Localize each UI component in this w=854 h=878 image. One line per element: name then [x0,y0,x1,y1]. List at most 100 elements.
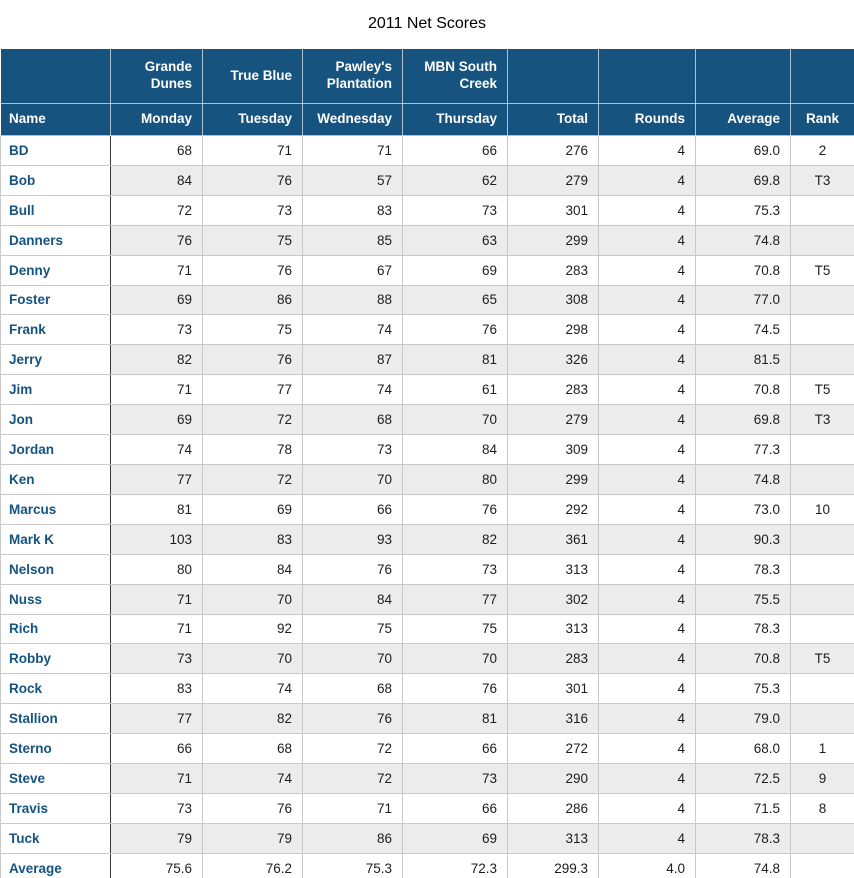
rank-cell [790,523,854,555]
rank-cell [790,344,854,376]
course-header-cell [0,48,111,104]
rank-cell [790,194,854,226]
row-name-cell: Denny [0,254,111,286]
rank-cell: T5 [790,374,854,406]
score-cell: 70 [402,643,508,675]
score-cell: 76 [202,254,303,286]
score-cell: 76 [110,224,203,256]
average-cell: 79.0 [695,703,791,735]
row-name-cell: Danners [0,224,111,256]
total-cell: 361 [507,523,599,555]
average-cell: 75.3 [695,194,791,226]
average-cell: 70.8 [695,254,791,286]
score-cell: 77 [110,463,203,495]
score-cell: 73 [402,194,508,226]
table-row: Stallion 77 82 76 81 316 4 79.0 [0,703,854,735]
row-name-cell: Marcus [0,493,111,525]
table-row: Danners 76 75 85 63 299 4 74.8 [0,224,854,256]
row-name-cell: Stallion [0,703,111,735]
rank-cell [790,463,854,495]
table-row: Tuck 79 79 86 69 313 4 78.3 [0,822,854,854]
score-cell: 61 [402,374,508,406]
average-cell: 74.5 [695,314,791,346]
score-cell: 71 [110,763,203,794]
score-cell: 81 [402,344,508,376]
rank-cell [790,314,854,346]
row-name-cell: Robby [0,643,111,675]
total-cell: 279 [507,404,599,436]
score-cell: 69 [110,284,203,316]
score-cell: 72.3 [402,852,508,878]
score-cell: 74 [202,673,303,705]
average-cell: 70.8 [695,643,791,675]
rank-cell [790,703,854,735]
row-name-cell: Jerry [0,344,111,376]
total-cell: 301 [507,194,599,226]
score-cell: 84 [110,164,203,196]
row-name-cell: Ken [0,463,111,495]
rounds-cell: 4 [598,733,696,765]
score-cell: 68 [110,135,203,166]
score-cell: 75 [402,613,508,645]
score-cell: 66 [402,792,508,824]
table-row: Bob 84 76 57 62 279 4 69.8 T3 [0,164,854,196]
score-cell: 103 [110,523,203,555]
score-cell: 73 [110,792,203,824]
table-row: BD 68 71 71 66 276 4 69.0 2 [0,135,854,166]
net-scores-table: Grande Dunes True Blue Pawley's Plantation… [0,48,854,878]
score-cell: 81 [110,493,203,525]
total-cell: 308 [507,284,599,316]
average-cell: 81.5 [695,344,791,376]
score-cell: 74 [302,374,403,406]
course-header-cell: Pawley's Plantation [302,48,403,104]
row-name-cell: Bob [0,164,111,196]
day-header-cell: Wednesday [302,103,403,136]
day-header-cell: Total [507,103,599,136]
total-cell: 298 [507,314,599,346]
total-cell: 301 [507,673,599,705]
score-cell: 79 [110,822,203,854]
day-header-cell: Tuesday [202,103,303,136]
score-cell: 70 [402,404,508,436]
row-name-cell: Jordan [0,434,111,465]
score-cell: 83 [302,194,403,226]
total-cell: 309 [507,434,599,465]
day-header-cell: Average [695,103,791,136]
score-cell: 69 [202,493,303,525]
score-cell: 75 [202,314,303,346]
rank-cell: T3 [790,164,854,196]
score-cell: 88 [302,284,403,316]
score-cell: 71 [302,792,403,824]
score-cell: 72 [202,404,303,436]
score-cell: 84 [302,583,403,615]
score-cell: 70 [302,463,403,495]
score-cell: 75.3 [302,852,403,878]
score-cell: 83 [110,673,203,705]
row-name-cell: Average [0,852,111,878]
average-cell: 90.3 [695,523,791,555]
total-cell: 299.3 [507,852,599,878]
rank-cell: 2 [790,135,854,166]
rounds-cell: 4 [598,643,696,675]
average-cell: 70.8 [695,374,791,406]
table-row: Ken 77 72 70 80 299 4 74.8 [0,463,854,495]
score-cell: 71 [110,613,203,645]
total-cell: 286 [507,792,599,824]
average-cell: 75.3 [695,673,791,705]
row-name-cell: Jim [0,374,111,406]
row-name-cell: BD [0,135,111,166]
rank-cell [790,852,854,878]
score-cell: 84 [402,434,508,465]
course-header-cell: True Blue [202,48,303,104]
rounds-cell: 4 [598,404,696,436]
score-cell: 76 [402,314,508,346]
average-cell: 74.8 [695,463,791,495]
table-row: Robby 73 70 70 70 283 4 70.8 T5 [0,643,854,675]
rounds-cell: 4 [598,314,696,346]
rank-cell: T5 [790,254,854,286]
average-cell: 78.3 [695,613,791,645]
row-name-cell: Bull [0,194,111,226]
day-header-cell: Rounds [598,103,696,136]
score-cell: 67 [302,254,403,286]
rounds-cell: 4 [598,254,696,286]
